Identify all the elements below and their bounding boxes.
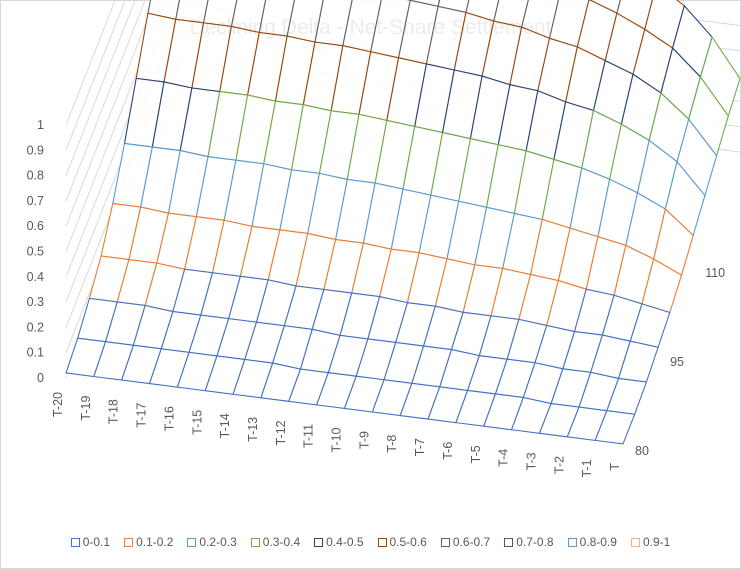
price-tick-label: 80 xyxy=(635,444,649,458)
legend-swatch xyxy=(567,537,577,547)
legend-swatch xyxy=(314,537,324,547)
legend-label: 0.7-0.8 xyxy=(516,535,554,549)
legend-label: 0.9-1 xyxy=(642,535,671,549)
legend-swatch xyxy=(187,537,197,547)
time-tick-label: T-20 xyxy=(51,392,65,417)
legend-label: 0-0.1 xyxy=(82,535,111,549)
time-tick-label: T-16 xyxy=(162,406,176,431)
legend-swatch xyxy=(250,537,260,547)
z-axis-ticks: 0 0.1 0.2 0.3 0.4 0.5 0.6 0.7 0.8 0.9 1 xyxy=(27,118,44,385)
time-tick-label: T-2 xyxy=(552,456,566,474)
legend-entry: 0-0.1 xyxy=(70,535,111,549)
gridline-z xyxy=(65,0,146,202)
z-tick-label: 0.2 xyxy=(27,320,44,334)
z-tick-label: 0.8 xyxy=(27,169,44,183)
z-tick-label: 0.7 xyxy=(27,194,44,208)
legend-label: 0.8-0.9 xyxy=(579,535,617,549)
legend-swatch xyxy=(70,537,80,547)
legend-label: 0.3-0.4 xyxy=(262,535,301,549)
z-tick-label: 0.9 xyxy=(27,143,44,157)
price-tick-label: 110 xyxy=(705,266,725,280)
legend-label: 0.5-0.6 xyxy=(389,535,427,549)
legend-swatch xyxy=(377,537,387,547)
time-tick-label: T-19 xyxy=(79,396,93,421)
time-tick-label: T-4 xyxy=(497,449,511,467)
z-tick-label: 0.5 xyxy=(27,245,44,259)
legend-label: 0.2-0.3 xyxy=(199,535,237,549)
z-tick-label: 0.6 xyxy=(27,219,44,233)
legend-entry: 0.7-0.8 xyxy=(504,535,554,549)
time-tick-label: T-5 xyxy=(469,445,483,463)
price-tick-label: 95 xyxy=(670,355,684,369)
gridline-z xyxy=(65,0,126,151)
legend-swatch xyxy=(124,537,134,547)
legend-entry: 0.5-0.6 xyxy=(377,535,427,549)
legend-entry: 0.6-0.7 xyxy=(440,535,491,549)
time-tick-label: T xyxy=(608,463,622,471)
legend-entry: 0.3-0.4 xyxy=(250,535,301,549)
z-tick-label: 0.3 xyxy=(27,295,44,309)
z-tick-label: 0.4 xyxy=(27,270,44,284)
time-tick-label: T-14 xyxy=(218,413,232,438)
time-tick-label: T-7 xyxy=(413,438,427,456)
legend-label: 0.6-0.7 xyxy=(452,535,491,549)
time-tick-label: T-10 xyxy=(330,427,344,452)
time-tick-label: T-12 xyxy=(274,420,288,445)
time-tick-label: T-6 xyxy=(441,442,455,460)
time-tick-label: T-1 xyxy=(580,459,594,477)
legend-entry: 0.8-0.9 xyxy=(567,535,617,549)
time-tick-label: T-18 xyxy=(107,399,121,424)
legend-swatch xyxy=(440,537,450,547)
time-tick-label: T-13 xyxy=(246,417,260,442)
z-tick-label: 0 xyxy=(37,371,44,385)
time-tick-label: T-15 xyxy=(190,410,204,435)
legend-swatch xyxy=(504,537,514,547)
legend-entry: 0.2-0.3 xyxy=(187,535,237,549)
legend-entry: 0.4-0.5 xyxy=(314,535,364,549)
gridline-z xyxy=(65,0,116,126)
legend: 0-0.1 0.1-0.2 0.2-0.3 0.3-0.4 0.4-0.5 0.5-0.6… xyxy=(0,535,741,549)
time-tick-label: T-9 xyxy=(357,431,371,449)
z-tick-label: 1 xyxy=(37,118,44,132)
legend-label: 0.1-0.2 xyxy=(136,535,174,549)
legend-entry: 0.9-1 xyxy=(630,535,671,549)
legend-swatch xyxy=(630,537,640,547)
time-axis-ticks: T-20 T-19 T-18 T-17 T-16 T-15 T-14 T-13 T-12 T-11… xyxy=(51,392,622,478)
surface-cell xyxy=(594,410,636,445)
time-tick-label: T-17 xyxy=(135,403,149,428)
time-tick-label: T-3 xyxy=(524,452,538,470)
z-tick-label: 0.1 xyxy=(27,346,44,360)
legend-label: 0.4-0.5 xyxy=(326,535,364,549)
time-tick-label: T-11 xyxy=(302,424,316,448)
gridline-z xyxy=(65,0,741,227)
time-tick-label: T-8 xyxy=(385,435,399,453)
gridline-z xyxy=(65,0,136,176)
surface-mesh xyxy=(65,0,741,445)
legend-entry: 0.1-0.2 xyxy=(124,535,173,549)
